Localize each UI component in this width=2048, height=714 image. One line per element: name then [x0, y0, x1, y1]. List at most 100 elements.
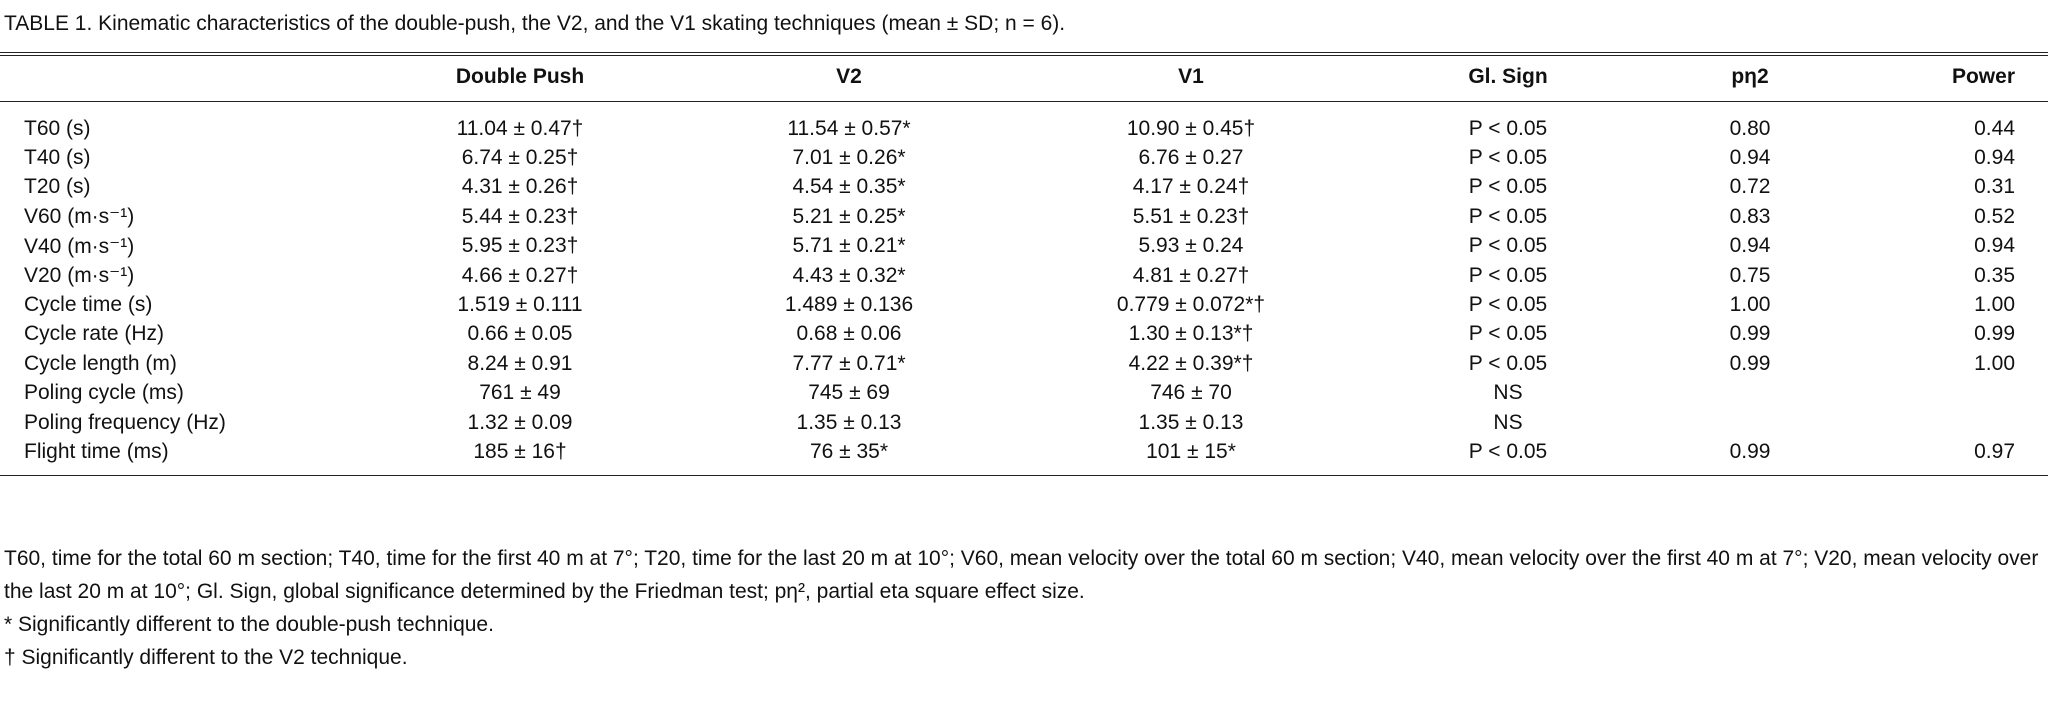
table-row: T40 (s) 6.74 ± 0.25† 7.01 ± 0.26* 6.76 ± 0.… — [0, 143, 2048, 172]
table-cell: 5.21 ± 0.25* — [792, 204, 906, 228]
table-cell: 0.52 — [1974, 204, 2015, 228]
table-cell: 1.30 ± 0.13*† — [1128, 322, 1254, 346]
row-label: Cycle rate (Hz) — [24, 322, 165, 346]
table-cell: 0.779 ± 0.072*† — [1116, 293, 1266, 317]
table-cell: 7.01 ± 0.26* — [792, 146, 906, 170]
row-label: Cycle length (m) — [24, 351, 177, 375]
table-cell: 0.35 — [1974, 263, 2015, 287]
column-header: V1 — [1178, 65, 1204, 88]
table-cell: 7.77 ± 0.71* — [792, 351, 906, 375]
row-label: Flight time (ms) — [24, 439, 169, 463]
table-cell: 1.00 — [1974, 351, 2015, 375]
table-row: V20 (m·s⁻¹) 4.66 ± 0.27† 4.43 ± 0.32* 4.81 … — [0, 261, 2048, 290]
table-row: Poling frequency (Hz) 1.32 ± 0.09 1.35 ± 0… — [0, 408, 2048, 437]
table-row: Cycle length (m) 8.24 ± 0.91 7.77 ± 0.71* 4… — [0, 349, 2048, 378]
column-header: Power — [1951, 65, 2015, 88]
table-cell: 1.32 ± 0.09 — [467, 410, 573, 434]
table-cell: 0.75 — [1729, 263, 1771, 287]
table-cell: 1.489 ± 0.136 — [784, 293, 914, 317]
table-cell: P < 0.05 — [1468, 322, 1548, 346]
empty-cell — [1828, 379, 2048, 408]
table-cell: 0.44 — [1974, 116, 2015, 140]
table-cell: P < 0.05 — [1468, 234, 1548, 258]
table-cell: 745 ± 69 — [808, 381, 890, 405]
table-cell: 76 ± 35* — [809, 439, 889, 463]
table-row: T20 (s) 4.31 ± 0.26† 4.54 ± 0.35* 4.17 ± 0.… — [0, 173, 2048, 202]
table-cell: 0.94 — [1974, 146, 2015, 170]
column-header: Gl. Sign — [1468, 65, 1548, 88]
table-cell: 5.95 ± 0.23† — [461, 234, 579, 258]
table-cell: 0.83 — [1729, 204, 1771, 228]
header-cell — [0, 53, 380, 102]
column-header: pη2 — [1731, 65, 1769, 88]
table-cell: 0.99 — [1729, 322, 1771, 346]
table-cell: 101 ± 15* — [1146, 439, 1236, 463]
table-row: Cycle rate (Hz) 0.66 ± 0.05 0.68 ± 0.06 1.3… — [0, 320, 2048, 349]
row-label: T60 (s) — [24, 116, 91, 140]
row-label: Cycle time (s) — [24, 293, 153, 317]
table-cell: P < 0.05 — [1468, 263, 1548, 287]
table-cell: 1.35 ± 0.13 — [1138, 410, 1244, 434]
header-row: Double Push V2 V1 Gl. Sign pη2 Power — [0, 52, 2048, 102]
table-cell: 1.519 ± 0.111 — [457, 293, 583, 317]
table-cell: 0.94 — [1729, 234, 1771, 258]
table-cell: 5.93 ± 0.24 — [1138, 234, 1244, 258]
table-cell: P < 0.05 — [1468, 351, 1548, 375]
empty-cell — [1672, 379, 1828, 408]
row-label: Poling frequency (Hz) — [24, 410, 226, 434]
table-cell: 0.99 — [1974, 322, 2015, 346]
table-cell: 8.24 ± 0.91 — [467, 351, 573, 375]
footnote: † Significantly different to the V2 tech… — [4, 646, 408, 669]
footnote: * Significantly different to the double-… — [4, 613, 494, 636]
row-label: Poling cycle (ms) — [24, 381, 184, 405]
empty-cell — [1672, 408, 1828, 437]
table-cell: 0.80 — [1729, 116, 1771, 140]
empty-cell — [1828, 408, 2048, 437]
table-cell: P < 0.05 — [1468, 175, 1548, 199]
table-cell: 0.31 — [1974, 175, 2015, 199]
table-cell: 1.35 ± 0.13 — [796, 410, 902, 434]
table-row: Poling cycle (ms) 761 ± 49 745 ± 69 746 ± 7… — [0, 379, 2048, 408]
table-cell: 4.17 ± 0.24† — [1132, 175, 1250, 199]
table-row: T60 (s) 11.04 ± 0.47† 11.54 ± 0.57* 10.90 ±… — [0, 102, 2048, 144]
table-cell: 761 ± 49 — [479, 381, 561, 405]
table-cell: 0.99 — [1729, 439, 1771, 463]
table-cell: 0.99 — [1729, 351, 1771, 375]
table-cell: 0.97 — [1974, 439, 2015, 463]
row-label: T20 (s) — [24, 175, 91, 199]
table-cell: 4.81 ± 0.27† — [1132, 263, 1250, 287]
table-cell: 6.76 ± 0.27 — [1138, 146, 1244, 170]
row-label: V60 (m·s⁻¹) — [24, 205, 135, 229]
table-cell: 5.71 ± 0.21* — [792, 234, 906, 258]
table-cell: 1.00 — [1729, 293, 1771, 317]
table-cell: P < 0.05 — [1468, 146, 1548, 170]
table-cell: NS — [1493, 381, 1523, 405]
table-row: V40 (m·s⁻¹) 5.95 ± 0.23† 5.71 ± 0.21* 5.93 … — [0, 232, 2048, 261]
table-cell: 11.04 ± 0.47† — [456, 116, 584, 140]
table-row: V60 (m·s⁻¹) 5.44 ± 0.23† 5.21 ± 0.25* 5.51 … — [0, 202, 2048, 231]
table-cell: NS — [1493, 410, 1523, 434]
table-cell: 185 ± 16† — [473, 439, 567, 463]
table-cell: 0.66 ± 0.05 — [467, 322, 573, 346]
table-cell: 5.51 ± 0.23† — [1132, 204, 1250, 228]
table-head: Double Push V2 V1 Gl. Sign pη2 Power — [0, 52, 2048, 102]
row-label: V20 (m·s⁻¹) — [24, 264, 135, 288]
table-cell: P < 0.05 — [1468, 204, 1548, 228]
table-cell: P < 0.05 — [1468, 116, 1548, 140]
table-cell: 4.22 ± 0.39*† — [1128, 351, 1254, 375]
table-cell: 0.68 ± 0.06 — [796, 322, 902, 346]
column-header: V2 — [836, 65, 862, 88]
table-cell: 4.43 ± 0.32* — [792, 263, 906, 287]
table-cell: 4.54 ± 0.35* — [792, 175, 906, 199]
footnote: T60, time for the total 60 m section; T4… — [4, 547, 2039, 603]
table-body: T60 (s) 11.04 ± 0.47† 11.54 ± 0.57* 10.90 ±… — [0, 102, 2048, 476]
table-cell: 6.74 ± 0.25† — [461, 146, 579, 170]
footnotes: T60, time for the total 60 m section; T4… — [4, 542, 2044, 674]
table-cell: P < 0.05 — [1468, 293, 1548, 317]
table-cell: 0.94 — [1729, 146, 1771, 170]
table-row: Cycle time (s) 1.519 ± 0.111 1.489 ± 0.136… — [0, 290, 2048, 319]
table-cell: P < 0.05 — [1468, 439, 1548, 463]
table-row: Flight time (ms) 185 ± 16† 76 ± 35* 101 ± 1… — [0, 437, 2048, 476]
table-cell: 4.31 ± 0.26† — [461, 175, 579, 199]
